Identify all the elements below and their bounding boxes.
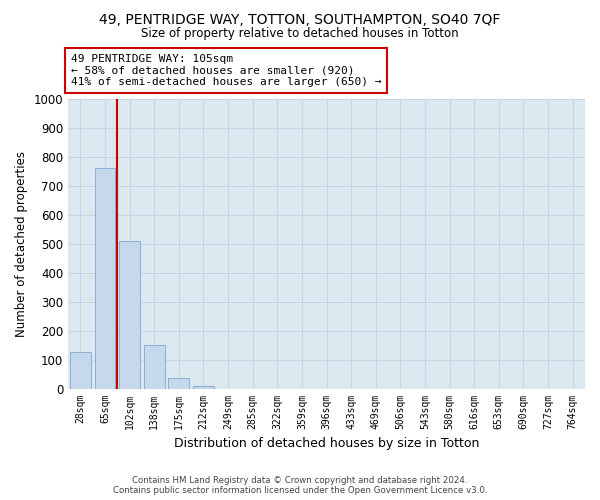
Bar bbox=[144, 345, 164, 389]
Bar bbox=[169, 378, 189, 388]
X-axis label: Distribution of detached houses by size in Totton: Distribution of detached houses by size … bbox=[174, 437, 479, 450]
Text: Size of property relative to detached houses in Totton: Size of property relative to detached ho… bbox=[141, 28, 459, 40]
Bar bbox=[119, 240, 140, 388]
Text: 49 PENTRIDGE WAY: 105sqm
← 58% of detached houses are smaller (920)
41% of semi-: 49 PENTRIDGE WAY: 105sqm ← 58% of detach… bbox=[71, 54, 381, 87]
Text: Contains HM Land Registry data © Crown copyright and database right 2024.
Contai: Contains HM Land Registry data © Crown c… bbox=[113, 476, 487, 495]
Bar bbox=[70, 352, 91, 388]
Bar bbox=[193, 386, 214, 388]
Bar bbox=[95, 168, 115, 388]
Y-axis label: Number of detached properties: Number of detached properties bbox=[15, 150, 28, 336]
Text: 49, PENTRIDGE WAY, TOTTON, SOUTHAMPTON, SO40 7QF: 49, PENTRIDGE WAY, TOTTON, SOUTHAMPTON, … bbox=[100, 12, 500, 26]
